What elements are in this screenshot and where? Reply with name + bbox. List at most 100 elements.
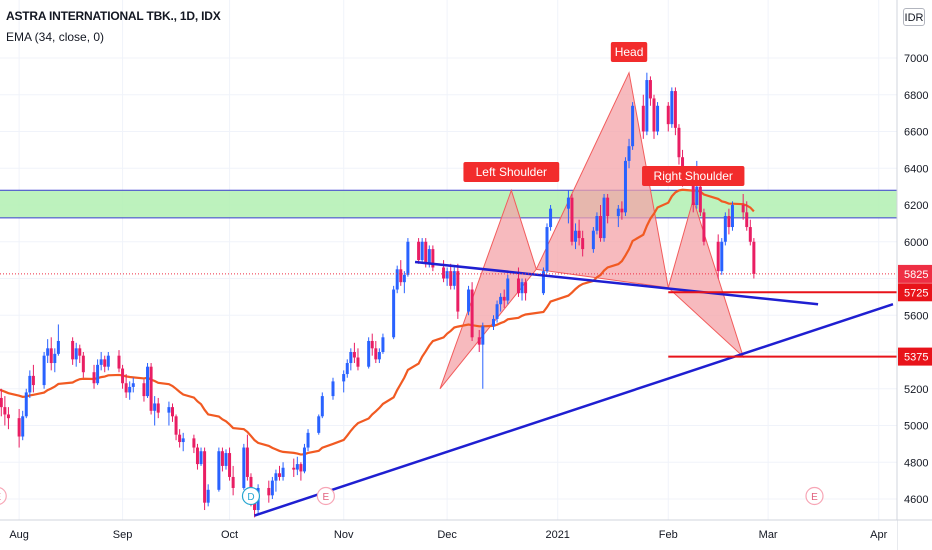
horizontal-levels[interactable] (0, 273, 897, 358)
candle (574, 223, 578, 250)
candle-body (345, 363, 349, 375)
candle (431, 245, 435, 272)
candle-body (270, 480, 274, 496)
indicator-legend[interactable]: EMA (34, close, 0) (6, 30, 105, 44)
candle-body (549, 208, 553, 228)
candle (677, 124, 681, 165)
candle-body (374, 348, 378, 360)
candle-body (121, 368, 125, 384)
candle (142, 379, 146, 402)
candle-body (146, 366, 150, 397)
candle (181, 432, 185, 452)
candle (274, 469, 278, 492)
candle (670, 87, 674, 128)
candle-body (670, 91, 674, 125)
y-tick-label: 5600 (904, 310, 928, 322)
candle (452, 267, 456, 290)
candle (281, 462, 285, 481)
candle-body (591, 230, 595, 250)
left-shoulder-label-text: Left Shoulder (476, 165, 547, 179)
y-tick-label: 4800 (904, 457, 928, 469)
candle-body (96, 364, 100, 384)
candle-body (406, 241, 410, 275)
candle-body (228, 453, 232, 477)
candle-body (623, 160, 627, 213)
candle-body (245, 447, 249, 477)
candle (627, 138, 631, 169)
candle (356, 348, 360, 371)
candle (570, 193, 574, 246)
candle (549, 205, 553, 231)
zone-fill (0, 190, 897, 218)
candle-body (370, 340, 374, 349)
candle-body (702, 212, 706, 242)
candle (270, 476, 274, 499)
candle-body (331, 381, 335, 397)
candlesticks (0, 72, 756, 518)
candle (74, 342, 78, 367)
candle (395, 265, 399, 294)
candle (331, 377, 335, 400)
candle-body (545, 227, 549, 272)
candle-body (195, 447, 199, 465)
x-tick-label: Mar (759, 529, 778, 541)
candle (370, 333, 374, 356)
left-shoulder-label: Left Shoulder (463, 162, 560, 182)
price-axis-label: 5375 (898, 347, 932, 366)
candle (591, 227, 595, 253)
candle-body (377, 352, 381, 360)
candle (745, 201, 749, 231)
x-tick-label: Apr (870, 529, 887, 541)
candle-body (656, 105, 660, 132)
candle-body (495, 304, 499, 319)
x-tick-label: 2021 (545, 529, 569, 541)
candle (6, 407, 10, 430)
trendlines[interactable] (254, 260, 894, 517)
neckline-trendline (414, 260, 819, 306)
candle (456, 263, 460, 319)
candle-body (698, 186, 702, 213)
event-markers[interactable]: EDEE (0, 486, 824, 506)
candle-body (381, 337, 385, 352)
candle-body (616, 208, 620, 217)
x-tick-label: Dec (437, 529, 457, 541)
head-and-shoulders-pattern[interactable] (439, 71, 745, 390)
candle (342, 370, 346, 393)
candle-body (677, 127, 681, 158)
candle-body (281, 467, 285, 477)
y-tick-label: 6800 (904, 90, 928, 102)
candle-body (3, 407, 7, 415)
candle (53, 348, 57, 373)
candle-body (267, 487, 271, 496)
candle-body (56, 340, 60, 354)
candle (445, 267, 449, 286)
candle-body (481, 326, 485, 345)
candle-body (356, 357, 360, 367)
candle-body (231, 476, 235, 488)
candle-body (181, 438, 185, 443)
candle-body (24, 392, 28, 417)
candle (49, 337, 53, 371)
dividend-marker: D (241, 486, 261, 506)
x-tick-label: Sep (113, 529, 133, 541)
candle-body (349, 352, 353, 364)
price-axis-label-bg (898, 283, 932, 302)
candle-body (74, 348, 78, 360)
candle (449, 263, 453, 290)
head-label-bg (610, 42, 648, 62)
candle-body (599, 216, 602, 239)
event-circle (241, 486, 261, 506)
candle-body (506, 278, 510, 301)
head-label-text: Head (615, 45, 644, 59)
candle-body (577, 230, 581, 239)
left-shoulder-label-bg (463, 162, 560, 182)
candle-body (128, 386, 132, 393)
candle-body (242, 447, 246, 488)
candle-body (171, 407, 174, 417)
candle (730, 201, 734, 231)
currency-button[interactable]: IDR (903, 8, 925, 26)
candle-body (156, 403, 160, 413)
candle-body (178, 434, 182, 443)
